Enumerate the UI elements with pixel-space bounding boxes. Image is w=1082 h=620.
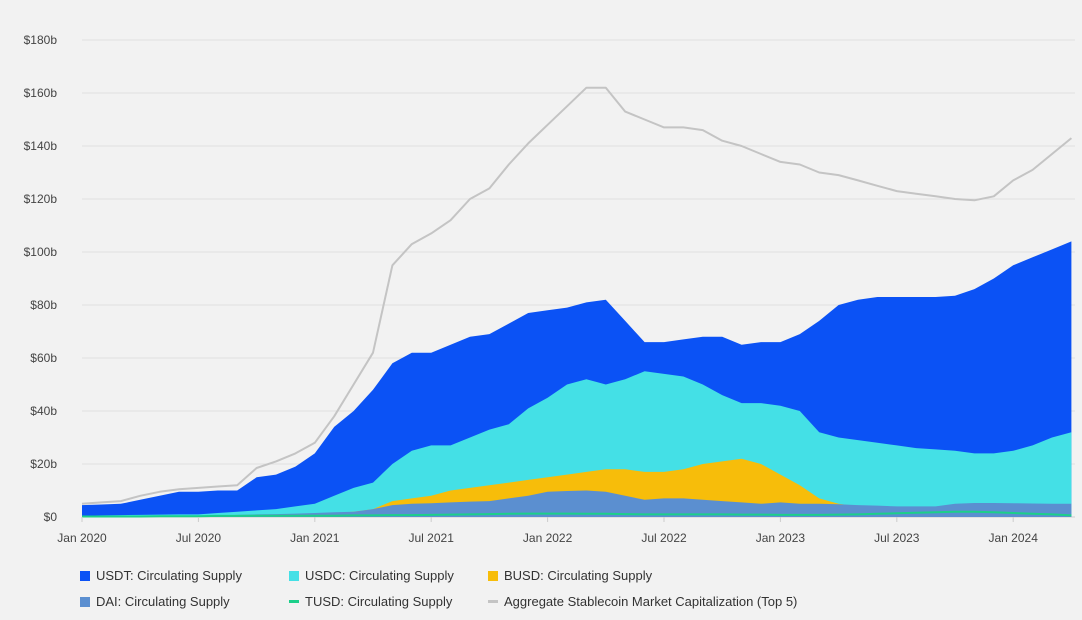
y-tick-label: $120b [24,192,58,206]
x-axis-ticks: Jan 2020 Jul 2020 Jan 2021 Jul 2021 Jan 2022… [57,517,1038,545]
aggregate-stablecoin-market-capitalization-top-5--line [81,86,1073,505]
dai-swatch-icon [80,596,90,607]
tusd-line-icon [289,600,299,603]
x-tick-label: Jul 2022 [641,531,687,545]
legend-item-usdc[interactable]: USDC: Circulating Supply [289,568,454,583]
y-axis-ticks: $0 $20b $40b $60b $80b $100b $120b $140b $160b $1… [24,33,58,524]
x-tick-label: Jul 2020 [176,531,222,545]
x-tick-label: Jan 2024 [989,531,1039,545]
x-tick-label: Jul 2021 [409,531,455,545]
legend-item-tusd[interactable]: TUSD: Circulating Supply [289,594,452,609]
aggregate-line-icon [488,600,498,603]
legend-item-dai[interactable]: DAI: Circulating Supply [80,594,230,609]
legend-label: USDT: Circulating Supply [96,568,242,583]
y-tick-label: $160b [24,86,58,100]
y-tick-label: $20b [30,457,57,471]
y-tick-label: $0 [44,510,58,524]
y-tick-label: $60b [30,351,57,365]
legend-label: Aggregate Stablecoin Market Capitalizati… [504,594,798,609]
y-tick-label: $140b [24,139,58,153]
busd-area [82,458,1072,517]
y-tick-label: $40b [30,404,57,418]
y-tick-label: $180b [24,33,58,47]
legend-label: DAI: Circulating Supply [96,594,230,609]
dai-area [82,490,1072,517]
usdt-swatch-icon [80,570,90,581]
area-series [82,241,1072,517]
legend-item-busd[interactable]: BUSD: Circulating Supply [488,568,652,583]
stablecoin-supply-chart: $0 $20b $40b $60b $80b $100b $120b $140b $160b $1… [24,33,1075,545]
tusd-line [82,510,1072,518]
x-tick-label: Jan 2022 [523,531,573,545]
x-tick-label: Jul 2023 [874,531,920,545]
usdc-swatch-icon [289,570,299,581]
legend-item-aggregate[interactable]: Aggregate Stablecoin Market Capitalizati… [488,594,797,609]
legend-label: USDC: Circulating Supply [305,568,454,583]
y-tick-label: $80b [30,298,57,312]
legend-label: TUSD: Circulating Supply [305,594,453,609]
line-series [81,86,1073,518]
usdc-area [82,371,1072,517]
busd-swatch-icon [488,570,498,581]
legend-label: BUSD: Circulating Supply [504,568,653,583]
legend-item-usdt[interactable]: USDT: Circulating Supply [80,568,242,583]
y-tick-label: $100b [24,245,58,259]
x-tick-label: Jan 2023 [756,531,806,545]
x-tick-label: Jan 2021 [290,531,340,545]
x-tick-label: Jan 2020 [57,531,107,545]
